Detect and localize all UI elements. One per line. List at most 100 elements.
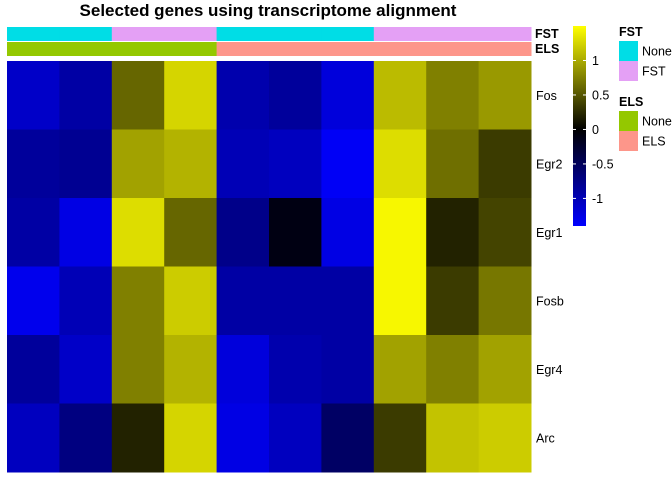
heatmap-cell-arc-10: [478, 403, 532, 473]
heatmap-cell-arc-2: [59, 403, 113, 473]
row-label-arc: Arc: [536, 431, 555, 445]
colorbar-tick-label-3: 0: [592, 123, 599, 137]
heatmap-cell-egr2-7: [321, 129, 375, 199]
heatmap-cell-egr4-9: [426, 335, 480, 404]
annotation-legends: FST None FST ELS None ELS: [619, 25, 672, 151]
colorbar-bar: [573, 26, 586, 226]
annotation-cell-fst-6: [269, 27, 322, 41]
annotation-cell-fst-1: [7, 27, 60, 41]
heatmap-cell-arc-3: [111, 403, 165, 473]
heatmap-cells: [7, 61, 532, 473]
row-label-egr1: Egr1: [536, 226, 562, 240]
heatmap-cell-egr4-5: [216, 335, 270, 404]
heatmap-cell-egr1-4: [164, 198, 218, 267]
colorbar-tick-label-2: -0.5: [592, 157, 614, 171]
heatmap-cell-fosb-9: [426, 266, 480, 336]
heatmap-cell-egr4-6: [269, 335, 322, 404]
heatmap-cell-egr1-8: [373, 198, 427, 267]
row-label-fos: Fos: [536, 89, 557, 103]
heatmap-cell-arc-8: [373, 403, 427, 473]
annotation-cell-els-9: [426, 42, 480, 56]
heatmap-cell-fosb-2: [59, 266, 113, 336]
legend-label-els-els: ELS: [642, 135, 666, 149]
annotation-cell-fst-9: [426, 27, 480, 41]
legend-label-els-none: None: [642, 115, 672, 129]
heatmap-cell-fos-2: [59, 61, 113, 130]
colorbar-tick-label-5: 1: [592, 54, 599, 68]
colorbar: -1 -0.5 0 0.5 1: [573, 26, 614, 226]
heatmap-cell-arc-6: [269, 403, 322, 473]
annotation-cell-els-1: [7, 42, 60, 56]
annotation-cell-els-8: [373, 42, 427, 56]
annotation-cell-els-3: [111, 42, 165, 56]
heatmap-cell-egr4-8: [373, 335, 427, 404]
heatmap-cell-arc-5: [216, 403, 270, 473]
row-label-egr4: Egr4: [536, 363, 562, 377]
heatmap-cell-egr4-1: [7, 335, 60, 404]
heatmap-cell-fos-1: [7, 61, 60, 130]
annotation-cell-fst-8: [373, 27, 427, 41]
heatmap-cell-egr4-10: [478, 335, 532, 404]
heatmap-cell-egr1-9: [426, 198, 480, 267]
heatmap-cell-egr2-10: [478, 129, 532, 199]
heatmap-cell-egr2-3: [111, 129, 165, 199]
heatmap-cell-egr1-10: [478, 198, 532, 267]
heatmap-cell-arc-4: [164, 403, 218, 473]
annotation-cell-els-6: [269, 42, 322, 56]
heatmap-cell-arc-9: [426, 403, 480, 473]
heatmap-cell-fos-6: [269, 61, 322, 130]
heatmap-cell-fosb-10: [478, 266, 532, 336]
colorbar-tick-label-1: -1: [592, 192, 603, 206]
legend-key-fst-none: [619, 41, 638, 61]
annotation-cell-els-2: [59, 42, 113, 56]
heatmap-cell-egr1-6: [269, 198, 322, 267]
annotation-cell-fst-5: [216, 27, 270, 41]
row-label-fosb: Fosb: [536, 294, 564, 308]
legend-key-fst-fst: [619, 61, 638, 81]
annotation-label-fst: FST: [535, 27, 559, 41]
heatmap-cell-egr1-1: [7, 198, 60, 267]
heatmap-cell-arc-7: [321, 403, 375, 473]
heatmap-cell-fos-8: [373, 61, 427, 130]
legend-label-fst-none: None: [642, 45, 672, 59]
heatmap-cell-egr2-4: [164, 129, 218, 199]
annotation-cell-els-5: [216, 42, 270, 56]
chart-title: Selected genes using transcriptome align…: [80, 1, 457, 20]
heatmap-cell-egr2-1: [7, 129, 60, 199]
heatmap-cell-fosb-5: [216, 266, 270, 336]
legend-title-fst: FST: [619, 25, 643, 39]
heatmap-cell-egr4-4: [164, 335, 218, 404]
annotation-cell-fst-10: [478, 27, 532, 41]
heatmap-cell-egr4-3: [111, 335, 165, 404]
heatmap-cell-egr1-7: [321, 198, 375, 267]
legend-title-els: ELS: [619, 95, 643, 109]
colorbar-tick-label-4: 0.5: [592, 88, 609, 102]
annotation-label-els: ELS: [535, 42, 559, 56]
heatmap-cell-fosb-6: [269, 266, 322, 336]
heatmap-cell-fosb-8: [373, 266, 427, 336]
row-labels: Fos Egr2 Egr1 Fosb Egr4 Arc: [536, 89, 564, 446]
heatmap-cell-arc-1: [7, 403, 60, 473]
heatmap-cell-fos-4: [164, 61, 218, 130]
annotation-cell-fst-4: [164, 27, 218, 41]
heatmap-cell-egr4-2: [59, 335, 113, 404]
heatmap-cell-fos-10: [478, 61, 532, 130]
heatmap-cell-egr1-2: [59, 198, 113, 267]
heatmap-cell-egr4-7: [321, 335, 375, 404]
heatmap-cell-fos-9: [426, 61, 480, 130]
heatmap-cell-fosb-4: [164, 266, 218, 336]
annotation-cell-fst-7: [321, 27, 375, 41]
heatmap-cell-egr2-8: [373, 129, 427, 199]
heatmap-cell-fos-7: [321, 61, 375, 130]
heatmap-cell-fosb-1: [7, 266, 60, 336]
legend-key-els-els: [619, 131, 638, 151]
annotation-cell-els-7: [321, 42, 375, 56]
heatmap-cell-egr1-5: [216, 198, 270, 267]
heatmap-cell-fosb-7: [321, 266, 375, 336]
row-label-egr2: Egr2: [536, 157, 562, 171]
heatmap-cell-egr2-6: [269, 129, 322, 199]
heatmap-cell-fos-3: [111, 61, 165, 130]
annotation-cell-fst-3: [111, 27, 165, 41]
